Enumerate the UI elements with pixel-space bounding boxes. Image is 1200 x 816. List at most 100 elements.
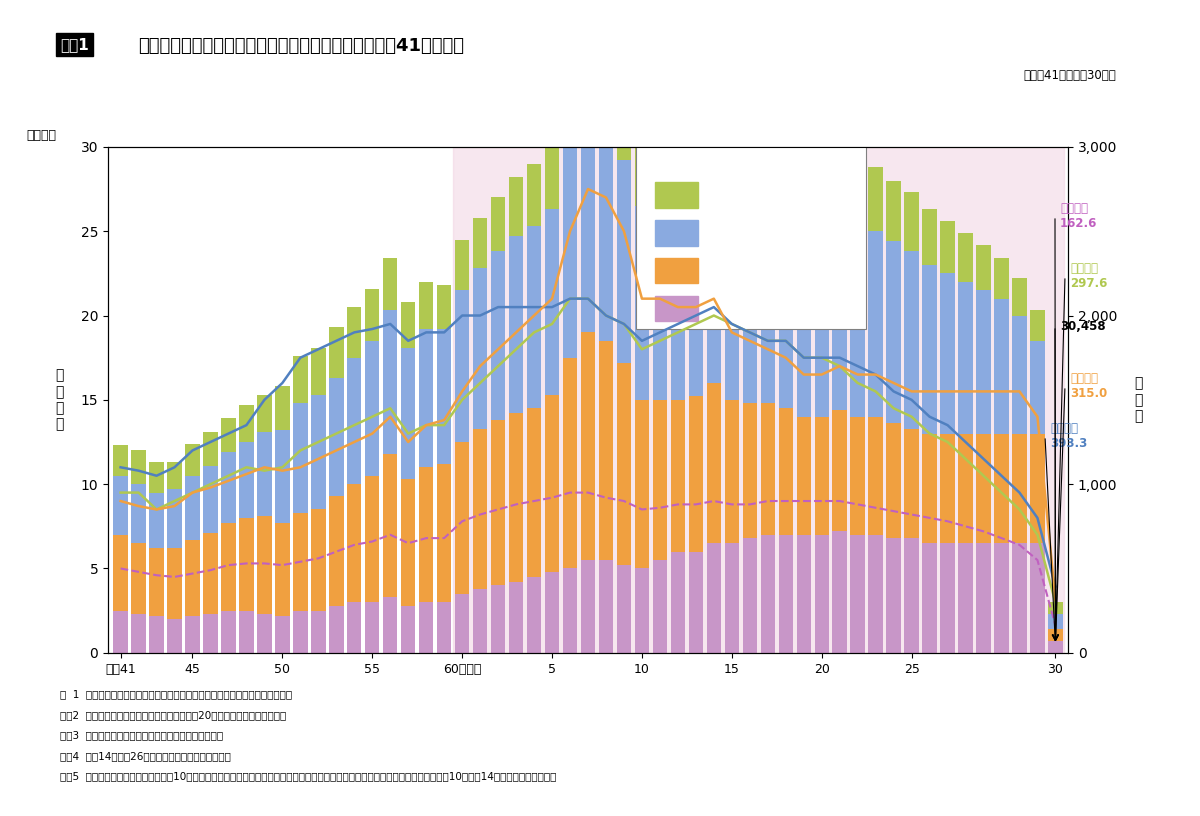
Bar (689, 552, 703, 653)
Bar (185, 476, 199, 540)
Text: 5  「人口比」は，各年齢層の少年10万人当たりの刑法犯検挙（補導）人員である。なお，触法少年の人口比算出に用いた人口は，10歳以上14歳未満の人口である。: 5 「人口比」は，各年齢層の少年10万人当たりの刑法犯検挙（補導）人員である。な… (60, 771, 557, 781)
Bar (347, 307, 361, 357)
Bar (365, 476, 379, 602)
Bar (671, 126, 685, 189)
Bar (329, 378, 343, 496)
Bar (329, 327, 343, 378)
Bar (275, 616, 289, 653)
Bar (1031, 543, 1045, 653)
Bar (257, 395, 271, 432)
Bar (113, 610, 127, 653)
Bar (761, 130, 775, 201)
Bar (743, 403, 757, 538)
Bar (743, 538, 757, 653)
Text: 2  犯行時の年齢による。ただし，検挙時に20歳以上であった者を除く。: 2 犯行時の年齢による。ただし，検挙時に20歳以上であった者を除く。 (60, 710, 287, 720)
Bar (185, 444, 199, 476)
Bar (761, 201, 775, 403)
Bar (131, 484, 145, 543)
Bar (365, 289, 379, 341)
FancyBboxPatch shape (636, 137, 866, 329)
Bar (509, 177, 523, 237)
Bar (923, 543, 937, 653)
Bar (131, 614, 145, 653)
Bar (815, 534, 829, 653)
Bar (1031, 341, 1045, 433)
Bar (509, 237, 523, 414)
Bar (977, 433, 991, 543)
Bar (311, 610, 325, 653)
Bar (1049, 602, 1063, 614)
Bar (491, 420, 505, 585)
Bar (545, 395, 559, 572)
Bar (815, 218, 829, 417)
Bar (869, 167, 883, 231)
Bar (797, 534, 811, 653)
Bar (599, 560, 613, 653)
Bar (1049, 641, 1063, 653)
Bar (581, 46, 595, 113)
Text: 4  平成14年から26年は，危険運転致死傷を含む。: 4 平成14年から26年は，危険運転致死傷を含む。 (60, 751, 230, 761)
Bar (851, 417, 865, 534)
Bar (563, 569, 577, 653)
Bar (905, 193, 919, 251)
Text: 注  1  警察庁の統計，警察庁交通局の資料及び総務省統計局の人口資料による。: 注 1 警察庁の統計，警察庁交通局の資料及び総務省統計局の人口資料による。 (60, 690, 292, 699)
Bar (257, 614, 271, 653)
Bar (725, 400, 739, 543)
Text: 中間少年: 中間少年 (713, 226, 743, 239)
Bar (239, 405, 253, 442)
Bar (419, 282, 433, 329)
Bar (491, 197, 505, 251)
Bar (545, 572, 559, 653)
Bar (959, 282, 973, 433)
Bar (941, 273, 955, 433)
Bar (1049, 614, 1063, 629)
Bar (977, 245, 991, 290)
Bar (887, 242, 901, 424)
Bar (149, 548, 163, 616)
Text: 6,969: 6,969 (802, 302, 838, 315)
Bar (923, 433, 937, 543)
Bar (1013, 543, 1027, 653)
Y-axis label: 人
口
比: 人 口 比 (1134, 377, 1142, 423)
Bar (797, 153, 811, 223)
Bar (707, 79, 721, 147)
Bar (779, 126, 793, 197)
Bar (221, 523, 235, 610)
Bar (887, 538, 901, 653)
Bar (923, 265, 937, 433)
Bar (1013, 316, 1027, 433)
Bar (851, 223, 865, 417)
Bar (689, 112, 703, 177)
Bar (905, 538, 919, 653)
Text: 3  検挙人員中の「触法少年」は，補導人員である。: 3 検挙人員中の「触法少年」は，補導人員である。 (60, 730, 223, 740)
Bar (527, 164, 541, 226)
Bar (257, 517, 271, 614)
Bar (905, 428, 919, 538)
Bar (851, 157, 865, 223)
Bar (419, 329, 433, 468)
Bar (275, 386, 289, 430)
Bar (185, 540, 199, 616)
Bar (707, 543, 721, 653)
Bar (203, 466, 217, 533)
Bar (311, 509, 325, 610)
Bar (995, 299, 1009, 433)
Bar (815, 417, 829, 534)
Bar (671, 400, 685, 552)
Bar (239, 518, 253, 610)
Bar (977, 290, 991, 433)
Bar (401, 348, 415, 479)
Bar (509, 414, 523, 582)
Bar (293, 610, 307, 653)
Text: 年長少年: 年長少年 (713, 188, 743, 202)
Bar (635, 400, 649, 569)
Bar (653, 560, 667, 653)
Bar (275, 430, 289, 523)
Bar (347, 602, 361, 653)
Text: 平成30年検挙人員: 平成30年検挙人員 (655, 157, 725, 170)
Bar (887, 424, 901, 538)
Bar (221, 452, 235, 523)
Bar (275, 523, 289, 616)
Bar (545, 145, 559, 209)
Bar (617, 565, 631, 653)
